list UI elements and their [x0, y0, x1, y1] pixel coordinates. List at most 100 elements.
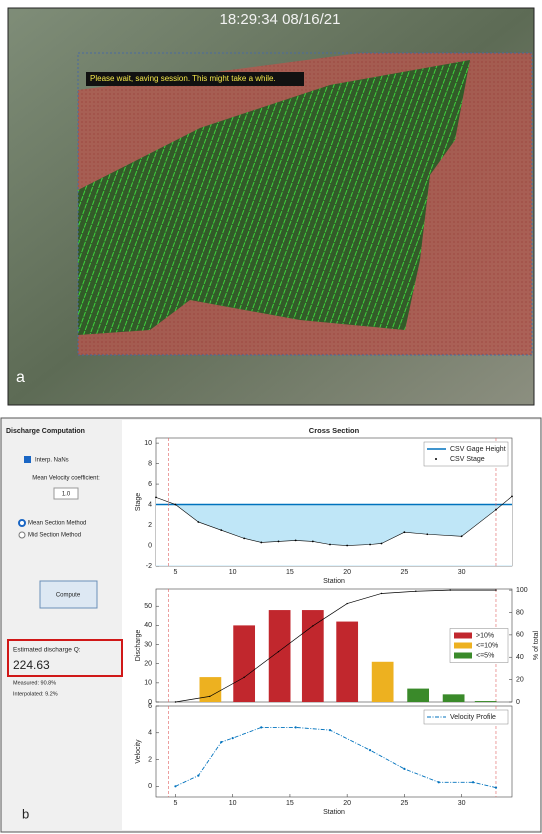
legend-swatch: [454, 642, 472, 649]
panel-label: b: [22, 806, 29, 821]
point: [294, 726, 297, 729]
cumulative-point: [243, 676, 245, 679]
series-line: [175, 726, 497, 789]
point: [460, 535, 463, 538]
highlight-box: [7, 639, 123, 677]
x-tick-label: 15: [286, 800, 294, 807]
y2-tick-label: 40: [516, 654, 524, 661]
cumulative-point: [380, 592, 383, 595]
point: [197, 774, 200, 777]
x-tick-label: 20: [343, 800, 351, 807]
y-axis-label: Velocity: [135, 739, 142, 764]
button-label: Compute: [56, 593, 81, 599]
checkbox-label: Interp. NaNs: [35, 458, 69, 464]
compute-button[interactable]: [39, 580, 98, 609]
y-tick-label: 4: [148, 730, 152, 737]
radio-label: Mid Section Method: [28, 533, 81, 539]
cumulative-line: [175, 589, 496, 703]
cumulative-point: [209, 695, 211, 698]
message-box: [86, 72, 304, 86]
measured: Measured: 90.8%: [13, 680, 56, 686]
legend-label: Velocity Profile: [450, 714, 496, 721]
y-tick-label: 10: [144, 440, 152, 447]
point: [174, 503, 177, 506]
x-tick-label: 10: [229, 569, 237, 576]
series-line: [155, 496, 513, 546]
y-tick-label: 4: [148, 501, 152, 508]
point: [346, 544, 349, 547]
point: [260, 541, 263, 544]
ground-fill: [156, 496, 512, 566]
y-tick-label: 0: [148, 783, 152, 790]
y-tick-label: 6: [148, 481, 152, 488]
velocity-vectors: [78, 60, 470, 335]
bar: [407, 688, 430, 702]
x-tick-label: 10: [229, 800, 237, 807]
legend-label: <=5%: [476, 652, 494, 659]
point: [403, 531, 406, 534]
point: [220, 529, 223, 532]
video-panel: 18:29:34 08/16/21 Please wait, saving se…: [7, 7, 535, 406]
point: [471, 781, 475, 784]
bar: [268, 610, 291, 702]
legend-label: <=10%: [476, 642, 498, 649]
y-tick-label: 10: [144, 680, 152, 687]
y-tick-label: 30: [144, 641, 152, 648]
radio[interactable]: [18, 531, 26, 539]
y2-tick-label: 80: [516, 609, 524, 616]
point: [380, 542, 383, 545]
point: [511, 495, 513, 498]
cumulative-point: [346, 602, 348, 605]
point: [260, 726, 263, 729]
x-tick-label: 30: [458, 800, 466, 807]
bar: [233, 625, 256, 702]
timestamp: 18:29:34 08/16/21: [220, 11, 341, 28]
coefficient-input[interactable]: [53, 487, 79, 500]
point: [494, 786, 498, 789]
y-tick-label: 0: [148, 699, 152, 706]
point: [368, 749, 372, 752]
panel-title: Discharge Computation: [6, 428, 85, 435]
point: [328, 728, 332, 732]
legend-label: CSV Gage Height: [450, 446, 506, 453]
x-tick-label: 20: [343, 569, 351, 576]
x-axis-label: Station: [323, 578, 345, 585]
roi-box: [77, 52, 533, 356]
chart-title: Cross Section: [309, 426, 360, 435]
x-axis-label: Station: [323, 809, 345, 816]
radio-selected[interactable]: [18, 519, 26, 527]
coefficient-value: 1.0: [62, 492, 71, 498]
bar: [371, 661, 394, 702]
y-axis-label: Discharge: [135, 630, 142, 662]
point: [311, 540, 314, 543]
legend-label: >10%: [476, 632, 494, 639]
x-tick-label: 30: [458, 569, 466, 576]
y-tick-label: 0: [148, 542, 152, 549]
point: [495, 508, 497, 511]
checkbox[interactable]: [24, 456, 31, 463]
radio-label: Mean Section Method: [28, 521, 86, 527]
interpolated: Interpolated: 9.2%: [13, 691, 58, 697]
point: [155, 496, 157, 499]
point: [403, 767, 406, 770]
y2-tick-label: 0: [516, 699, 520, 706]
y2-tick-label: 20: [516, 676, 524, 683]
point: [369, 543, 371, 546]
status-message: Please wait, saving session. This might …: [90, 74, 276, 83]
x-tick-label: 5: [174, 800, 178, 807]
legend-swatch: [454, 652, 472, 659]
cumulative-point: [415, 590, 417, 592]
x-tick-label: 15: [286, 569, 294, 576]
legend-label: CSV Stage: [450, 456, 485, 463]
cumulative-point: [312, 625, 314, 627]
legend-swatch: [454, 632, 472, 639]
y-tick-label: 6: [148, 703, 152, 710]
y-tick-label: 40: [144, 622, 152, 629]
point: [231, 737, 234, 740]
cumulative-point: [277, 650, 280, 653]
y-axis-label: Stage: [135, 493, 142, 511]
point: [174, 785, 177, 788]
y2-tick-label: 100: [516, 587, 528, 594]
